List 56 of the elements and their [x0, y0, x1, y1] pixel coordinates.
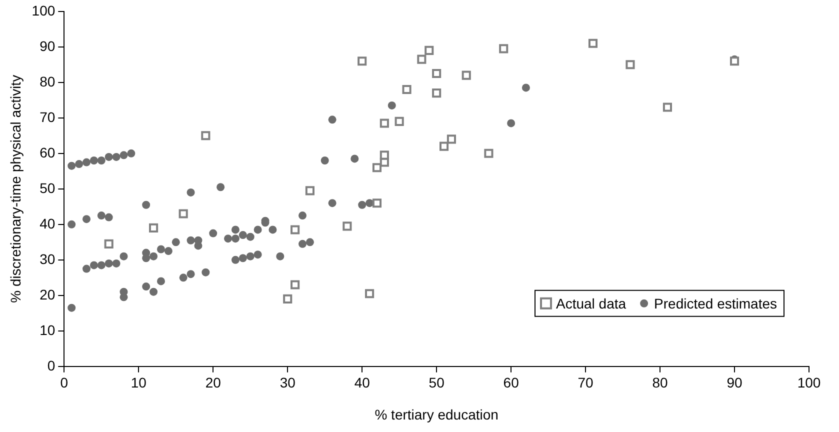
- point: [484, 148, 494, 158]
- point: [358, 56, 367, 66]
- point: [178, 209, 188, 218]
- y-tick-label: 10: [40, 322, 56, 338]
- x-tick-label: 60: [503, 374, 520, 391]
- point: [365, 289, 374, 298]
- y-tick-label: 90: [40, 38, 56, 54]
- legend-label: Predicted estimates: [654, 295, 778, 312]
- x-tick-label: 90: [726, 374, 743, 391]
- y-tick-label: 50: [40, 180, 56, 196]
- point: [402, 84, 412, 94]
- x-tick-label: 80: [652, 374, 668, 391]
- point: [380, 118, 389, 128]
- point: [499, 44, 508, 54]
- x-tick-label: 30: [280, 374, 296, 391]
- x-tick-label: 10: [130, 374, 147, 391]
- y-tick-label: 20: [40, 286, 56, 302]
- point: [730, 56, 740, 66]
- point: [462, 70, 471, 80]
- point: [342, 222, 352, 231]
- x-tick-label: 50: [428, 374, 445, 391]
- point: [417, 54, 426, 64]
- x-tick-label: 40: [354, 374, 370, 391]
- point: [201, 131, 210, 140]
- point: [305, 186, 314, 196]
- y-tick-label: 60: [40, 144, 56, 160]
- point: [380, 150, 389, 160]
- point: [424, 46, 434, 55]
- point: [394, 116, 404, 126]
- legend-label: Actual data: [556, 295, 626, 312]
- point: [588, 38, 598, 48]
- point: [290, 225, 300, 234]
- point: [432, 88, 442, 98]
- y-axis-title: % discretionary-time physical activity: [7, 74, 24, 303]
- point: [290, 280, 300, 290]
- y-tick-label: 100: [32, 2, 56, 18]
- point: [149, 223, 158, 232]
- x-tick-label: 0: [60, 374, 68, 391]
- x-axis-title: % tertiary education: [374, 406, 498, 422]
- point: [439, 142, 449, 151]
- y-tick-label: 30: [40, 250, 56, 267]
- y-tick-label: 70: [40, 108, 56, 125]
- point: [372, 198, 382, 208]
- point: [446, 134, 456, 144]
- point: [662, 102, 672, 112]
- y-tick-label: 80: [40, 73, 56, 90]
- point: [104, 239, 114, 248]
- x-tick-label: 100: [797, 374, 821, 391]
- y-tick-label: 40: [40, 215, 56, 232]
- point: [283, 294, 292, 304]
- y-tick-label: 0: [47, 357, 56, 374]
- point: [372, 163, 382, 172]
- point: [626, 60, 635, 70]
- x-tick-label: 20: [205, 374, 222, 391]
- point: [432, 68, 442, 78]
- x-tick-label: 70: [578, 374, 594, 391]
